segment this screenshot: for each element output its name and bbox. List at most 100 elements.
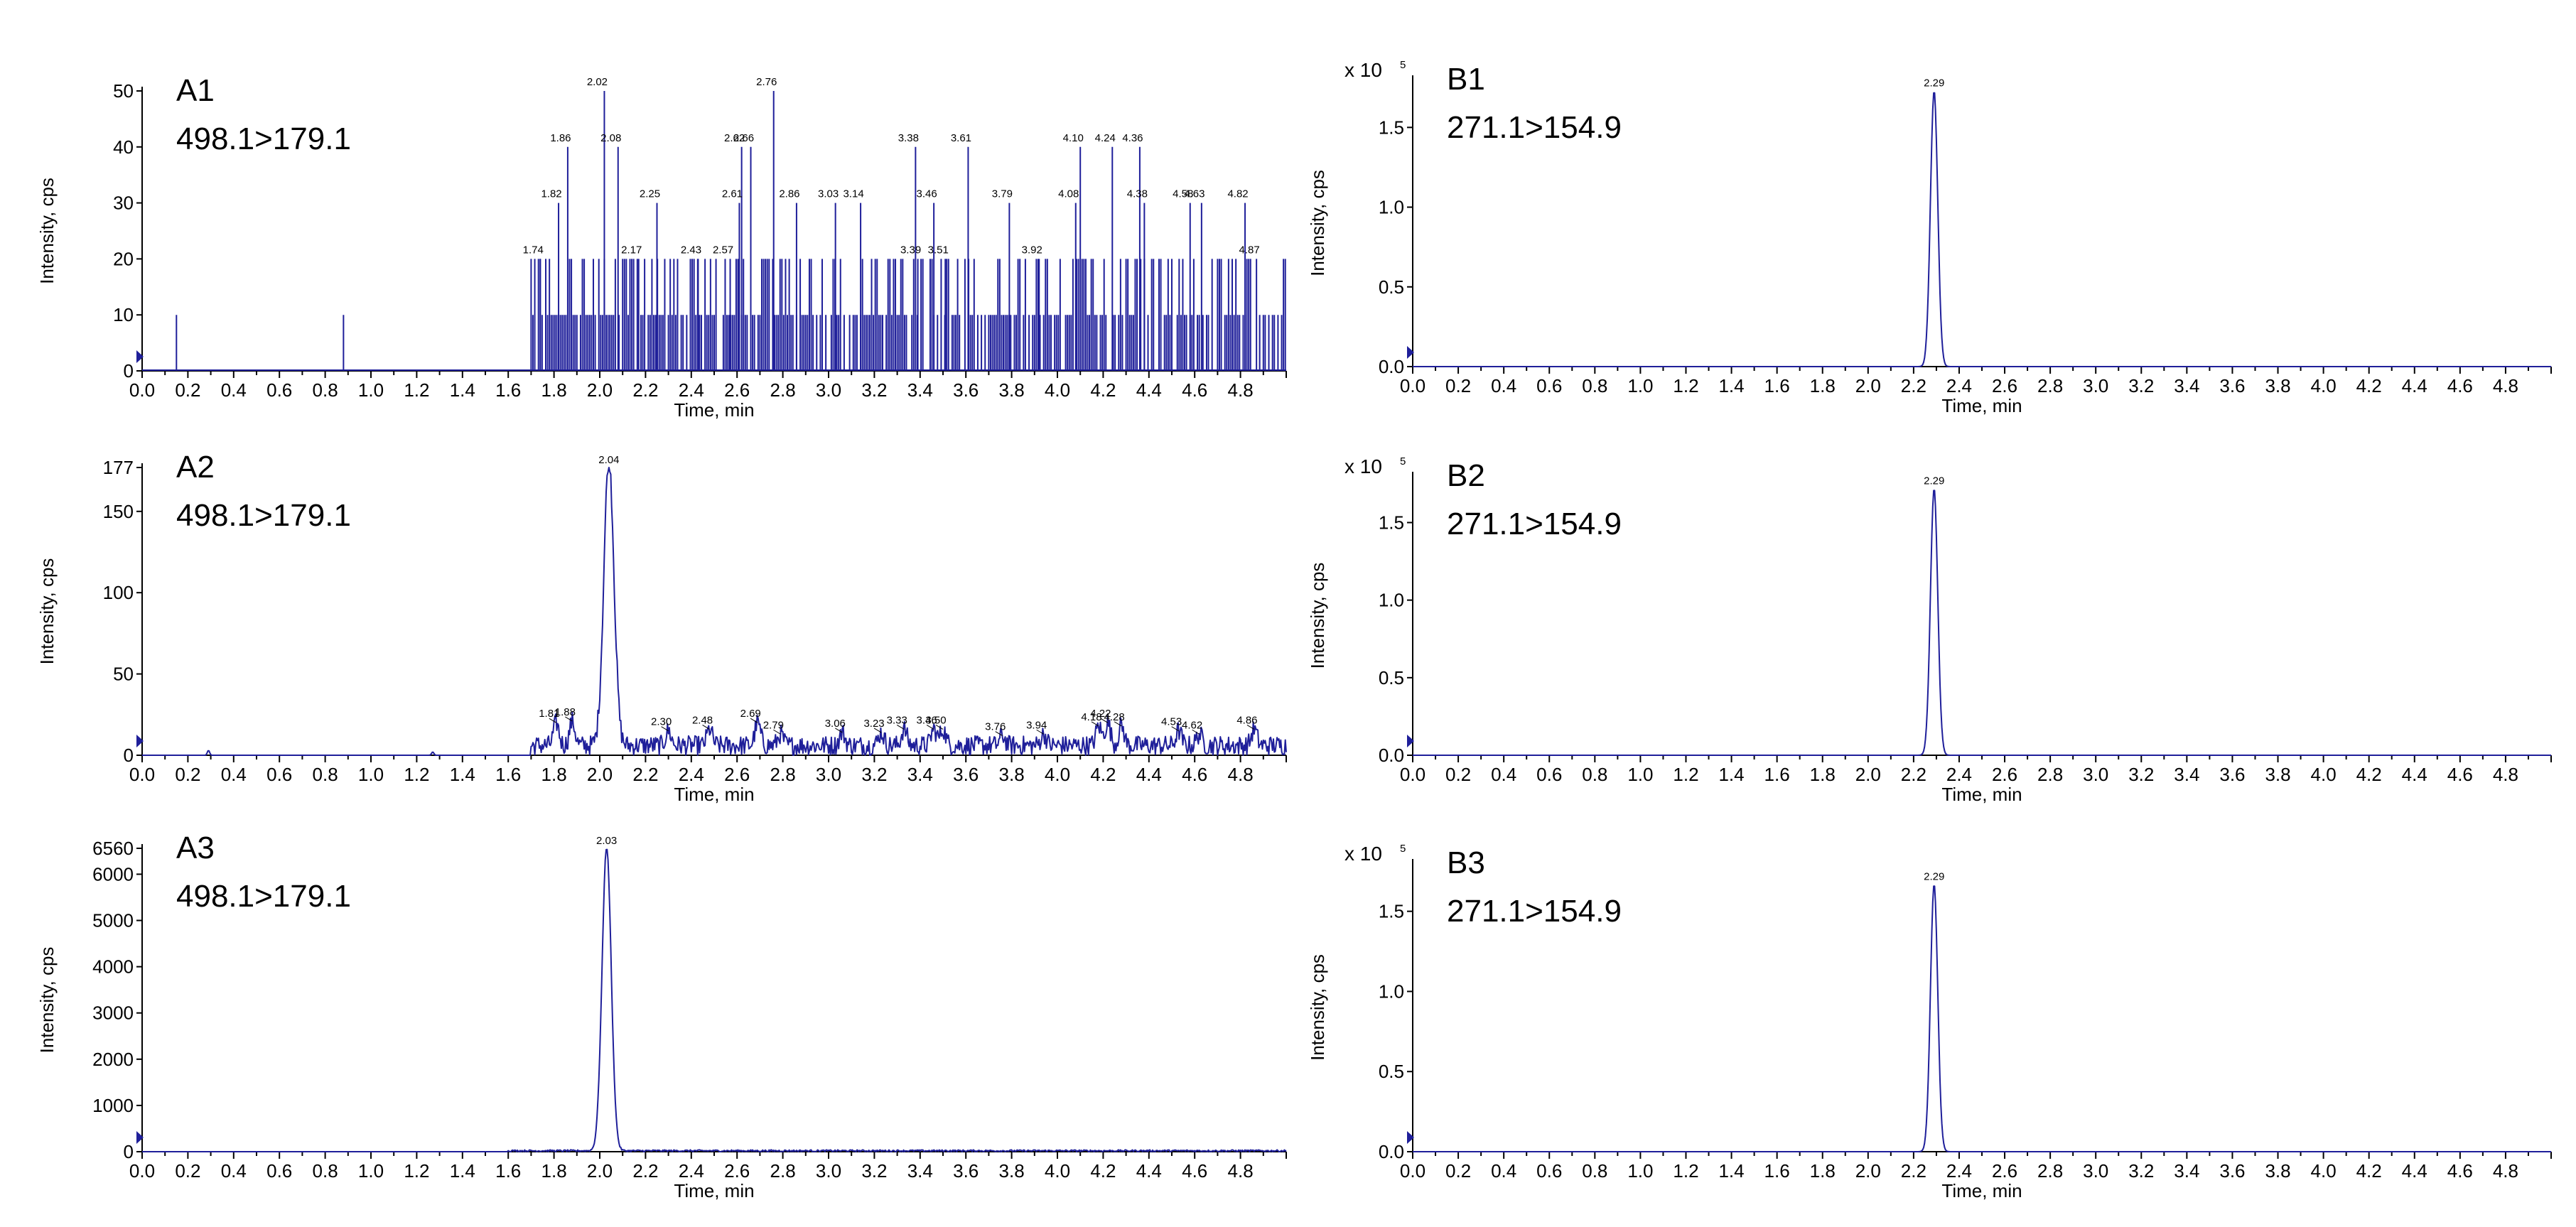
x-tick-label: 2.8	[770, 379, 796, 401]
x-tick-label: 0.8	[1582, 375, 1607, 396]
trace-line	[1413, 885, 2551, 1152]
x-tick-label: 0.6	[1536, 764, 1562, 785]
start-marker	[1407, 346, 1414, 359]
x-tick-label: 0.0	[1400, 375, 1426, 396]
trace-line	[142, 467, 1287, 756]
peak-label: 3.92	[1022, 244, 1042, 256]
x-tick-label: 3.6	[953, 379, 979, 401]
x-tick-label: 2.6	[1992, 375, 2017, 396]
x-tick-label: 1.8	[1810, 764, 1836, 785]
panel-subtitle: 271.1>154.9	[1447, 507, 1622, 541]
x-tick-label: 0.2	[1445, 1160, 1471, 1182]
trace-line	[1413, 490, 2551, 756]
peak-label: 2.76	[756, 76, 777, 88]
panel-subtitle: 498.1>179.1	[176, 879, 351, 914]
x-tick-label: 1.2	[404, 1160, 429, 1182]
peak-leader	[773, 729, 781, 735]
peak-label: 4.58	[1173, 188, 1193, 200]
x-tick-label: 1.0	[1627, 1160, 1653, 1182]
x-tick-label: 0.6	[1536, 1160, 1562, 1182]
peak-label: 3.46	[917, 714, 937, 726]
peak-label: 4.28	[1104, 711, 1125, 723]
x-tick-label: 2.0	[587, 1160, 613, 1182]
x-tick-label: 4.4	[1136, 764, 1162, 785]
peak-label: 2.25	[640, 188, 660, 200]
x-tick-label: 3.8	[999, 764, 1025, 785]
panel-title: A3	[176, 831, 215, 865]
peak-label: 3.50	[925, 714, 946, 726]
y-tick-label: 100	[103, 582, 134, 603]
peak-label: 3.51	[928, 244, 949, 256]
panel-title: A1	[176, 73, 215, 108]
x-tick-label: 4.4	[2402, 1160, 2427, 1182]
y-tick-label: 5000	[92, 910, 134, 931]
panel-subtitle: 498.1>179.1	[176, 121, 351, 156]
x-tick-label: 3.8	[2265, 1160, 2290, 1182]
x-tick-label: 0.4	[221, 379, 247, 401]
peak-label: 2.08	[600, 132, 621, 144]
x-tick-label: 3.2	[861, 1160, 887, 1182]
x-tick-label: 2.2	[1901, 764, 1926, 785]
x-tick-label: 3.0	[816, 379, 841, 401]
peak-label: 3.39	[900, 244, 921, 256]
peak-label: 1.82	[541, 188, 561, 200]
x-tick-label: 4.2	[1090, 1160, 1116, 1182]
y-tick-label: 0.5	[1379, 667, 1404, 688]
y-tick-label: 1000	[92, 1095, 134, 1116]
x-tick-label: 0.6	[266, 1160, 292, 1182]
y-tick-label: 0.0	[1379, 1141, 1404, 1162]
peak-label: 3.61	[951, 132, 971, 144]
x-tick-label: 1.8	[541, 764, 567, 785]
x-tick-label: 2.4	[1946, 375, 1972, 396]
peak-label: 2.86	[779, 188, 799, 200]
x-tick-label: 0.0	[1400, 764, 1426, 785]
x-tick-label: 0.8	[1582, 764, 1607, 785]
peak-label: 2.62	[724, 132, 745, 144]
x-tick-label: 1.4	[1718, 764, 1744, 785]
x-tick-label: 4.2	[2356, 764, 2382, 785]
x-tick-label: 3.2	[861, 764, 887, 785]
peak-leader	[995, 731, 1003, 736]
y-tick-label: 0.0	[1379, 745, 1404, 766]
peak-label: 4.38	[1127, 188, 1148, 200]
y-tick-label: 150	[103, 501, 134, 522]
x-tick-label: 1.2	[404, 379, 429, 401]
peak-label: 3.03	[818, 188, 839, 200]
x-tick-label: 2.0	[587, 379, 613, 401]
x-tick-label: 0.6	[266, 379, 292, 401]
x-tick-label: 1.4	[450, 379, 475, 401]
x-tick-label: 4.0	[2311, 764, 2337, 785]
peak-leader	[1091, 721, 1099, 727]
x-tick-label: 2.4	[679, 1160, 704, 1182]
panel-subtitle: 271.1>154.9	[1447, 110, 1622, 145]
x-tick-label: 3.0	[816, 764, 841, 785]
x-tick-label: 3.6	[953, 764, 979, 785]
x-tick-label: 2.2	[1901, 375, 1926, 396]
y-tick-label: 1.0	[1379, 980, 1404, 1002]
chart-panel-a1: 0.0 0.2 0.4 0.6 0.8 1.0 1.2 1.4 1.6 1.8 2.0 2.2 2.4 2…	[36, 73, 1287, 421]
peak-leader	[1246, 724, 1255, 730]
x-tick-label: 3.8	[999, 1160, 1025, 1182]
y-axis-label: Intensity, cps	[36, 947, 58, 1054]
x-tick-label: 0.2	[175, 379, 200, 401]
start-marker	[136, 1131, 144, 1144]
peak-leader	[750, 718, 758, 723]
x-tick-label: 2.2	[1901, 1160, 1926, 1182]
peak-leader	[1114, 721, 1122, 727]
peak-leader	[935, 724, 944, 730]
x-tick-label: 0.6	[266, 764, 292, 785]
y-multiplier: x 10	[1344, 843, 1382, 865]
x-tick-label: 2.4	[1946, 1160, 1972, 1182]
peak-leader	[835, 728, 843, 733]
peak-label: 2.43	[681, 244, 701, 256]
x-tick-label: 1.0	[1627, 764, 1653, 785]
x-tick-label: 1.0	[358, 379, 384, 401]
y-multiplier: x 10	[1344, 455, 1382, 477]
y-multiplier-exponent: 5	[1400, 843, 1406, 855]
y-tick-label: 0.5	[1379, 1061, 1404, 1082]
chart-panel-b1: 0.0 0.2 0.4 0.6 0.8 1.0 1.2 1.4 1.6 1.8 2.0 2.2 2.4 2…	[1307, 59, 2552, 416]
x-tick-label: 0.4	[221, 1160, 247, 1182]
x-tick-label: 3.0	[2083, 1160, 2108, 1182]
peak-label: 4.53	[1161, 716, 1182, 728]
peak-label: 1.88	[555, 706, 576, 718]
